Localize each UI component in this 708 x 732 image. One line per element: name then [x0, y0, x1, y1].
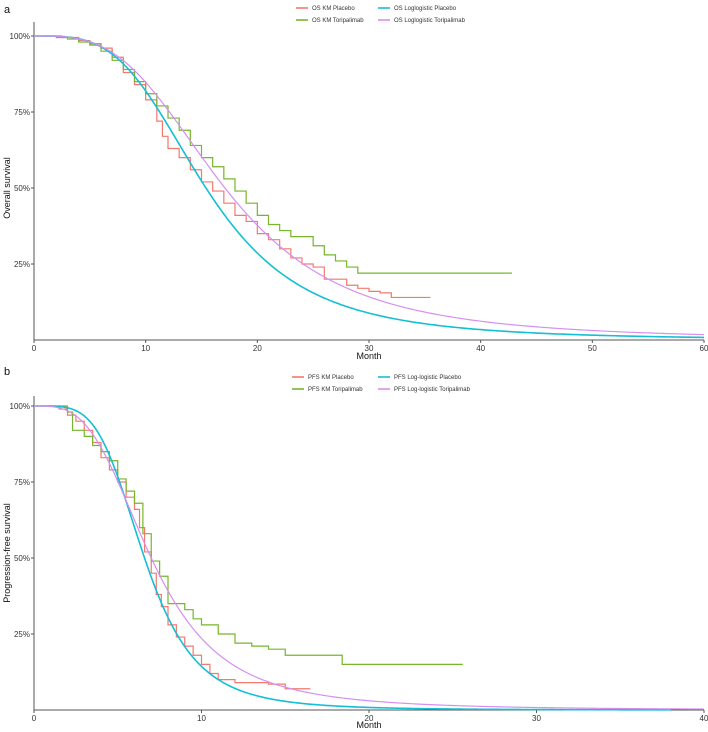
- panel-a-y-title: Overall survival: [2, 157, 12, 219]
- x-tick-label: 30: [532, 714, 541, 723]
- legend-label: PFS KM Placebo: [308, 375, 354, 381]
- panel-b-label: b: [4, 366, 10, 378]
- legend-label: PFS Log-logistic Placebo: [394, 375, 462, 381]
- x-tick-label: 10: [141, 344, 150, 353]
- x-tick-label: 30: [365, 344, 374, 353]
- series-line-os-km-toripalimab: [34, 35, 512, 274]
- legend-label: OS Loglogistic Toripalimab: [394, 18, 466, 24]
- series-line-pfs-km-placebo: [34, 405, 311, 690]
- panel-b-y-ticks: 25% 50% 75% 100%: [10, 402, 34, 639]
- x-tick-label: 20: [365, 714, 374, 723]
- panel-b-x-ticks: 0 10 20 30 40: [32, 710, 708, 723]
- x-tick-label: 20: [253, 344, 262, 353]
- x-tick-label: 40: [476, 344, 485, 353]
- legend-label: PFS Log-logistic Toripalimab: [394, 387, 471, 393]
- panel-a-series: [34, 35, 705, 339]
- y-tick-label: 50%: [14, 184, 30, 193]
- series-line-pfs-log-logistic-toripalimab: [34, 405, 705, 710]
- x-tick-label: 10: [197, 714, 206, 723]
- y-tick-label: 50%: [14, 554, 30, 563]
- panel-a-label: a: [4, 4, 11, 16]
- panel-b-y-title: Progression-free survival: [2, 503, 12, 603]
- x-tick-label: 0: [32, 714, 37, 723]
- legend-label: PFS KM Toripalimab: [308, 387, 363, 393]
- panel-a-legend: OS KM Placebo OS Loglogistic Placebo OS KM…: [296, 6, 466, 24]
- series-line-os-km-placebo: [34, 35, 431, 299]
- y-tick-label: 75%: [14, 478, 30, 487]
- panel-b-series: [34, 405, 705, 711]
- series-line-os-loglogistic-toripalimab: [34, 35, 705, 336]
- series-line-pfs-log-logistic-placebo: [34, 405, 671, 711]
- y-tick-label: 25%: [14, 260, 30, 269]
- legend-label: OS KM Placebo: [312, 6, 355, 12]
- y-tick-label: 100%: [10, 32, 30, 41]
- panel-b-pfs-chart: b PFS KM Placebo PFS Log-logistic Placebo…: [2, 366, 708, 730]
- series-line-os-loglogistic-placebo: [34, 35, 705, 339]
- x-tick-label: 60: [700, 344, 708, 353]
- legend-label: OS KM Toripalimab: [312, 18, 364, 24]
- y-tick-label: 25%: [14, 630, 30, 639]
- y-tick-label: 75%: [14, 108, 30, 117]
- y-tick-label: 100%: [10, 402, 30, 411]
- panel-a-y-ticks: 25% 50% 75% 100%: [10, 32, 34, 269]
- x-tick-label: 0: [32, 344, 37, 353]
- series-line-pfs-km-toripalimab: [34, 405, 463, 665]
- legend-label: OS Loglogistic Placebo: [394, 6, 457, 12]
- panel-a-x-ticks: 0 10 20 30 40 50 60: [32, 340, 708, 353]
- x-tick-label: 40: [700, 714, 708, 723]
- x-tick-label: 50: [588, 344, 597, 353]
- panel-b-legend: PFS KM Placebo PFS Log-logistic Placebo PF…: [292, 375, 471, 393]
- panel-a-os-chart: a OS KM Placebo OS Loglogistic PlaceboOS …: [2, 4, 708, 361]
- panel-a-x-title: Month: [356, 351, 381, 361]
- panel-b-x-title: Month: [356, 720, 381, 730]
